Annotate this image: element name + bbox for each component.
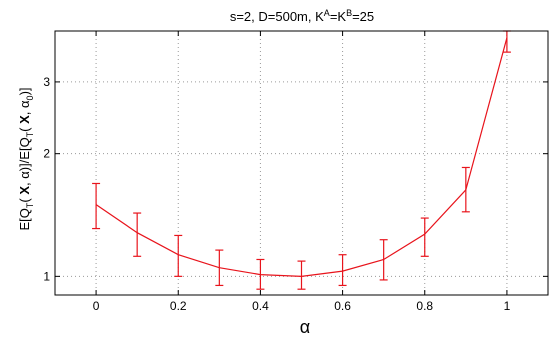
x-tick-label: 0 xyxy=(93,299,100,313)
plot-background xyxy=(55,31,548,295)
y-tick-label: 1 xyxy=(43,269,50,283)
y-tick-label: 2 xyxy=(43,147,50,161)
x-tick-label: 0.4 xyxy=(252,299,269,313)
x-tick-label: 1 xyxy=(504,299,511,313)
axes-frame xyxy=(54,30,549,296)
x-tick-label: 0.6 xyxy=(334,299,351,313)
y-axis-label: E[QT( X, α)]/E[QT( X, α0)] xyxy=(17,87,35,230)
x-tick-label: 0.8 xyxy=(416,299,433,313)
chart-title: s=2, D=500m, KA=KB=25 xyxy=(230,8,374,24)
y-tick-label: 3 xyxy=(43,75,50,89)
x-axis-label: α xyxy=(300,317,310,337)
plot-area: 0 0.2 0.4 0.6 0.8 1 1 2 3 xyxy=(43,30,549,313)
x-tick-label: 0.2 xyxy=(170,299,187,313)
